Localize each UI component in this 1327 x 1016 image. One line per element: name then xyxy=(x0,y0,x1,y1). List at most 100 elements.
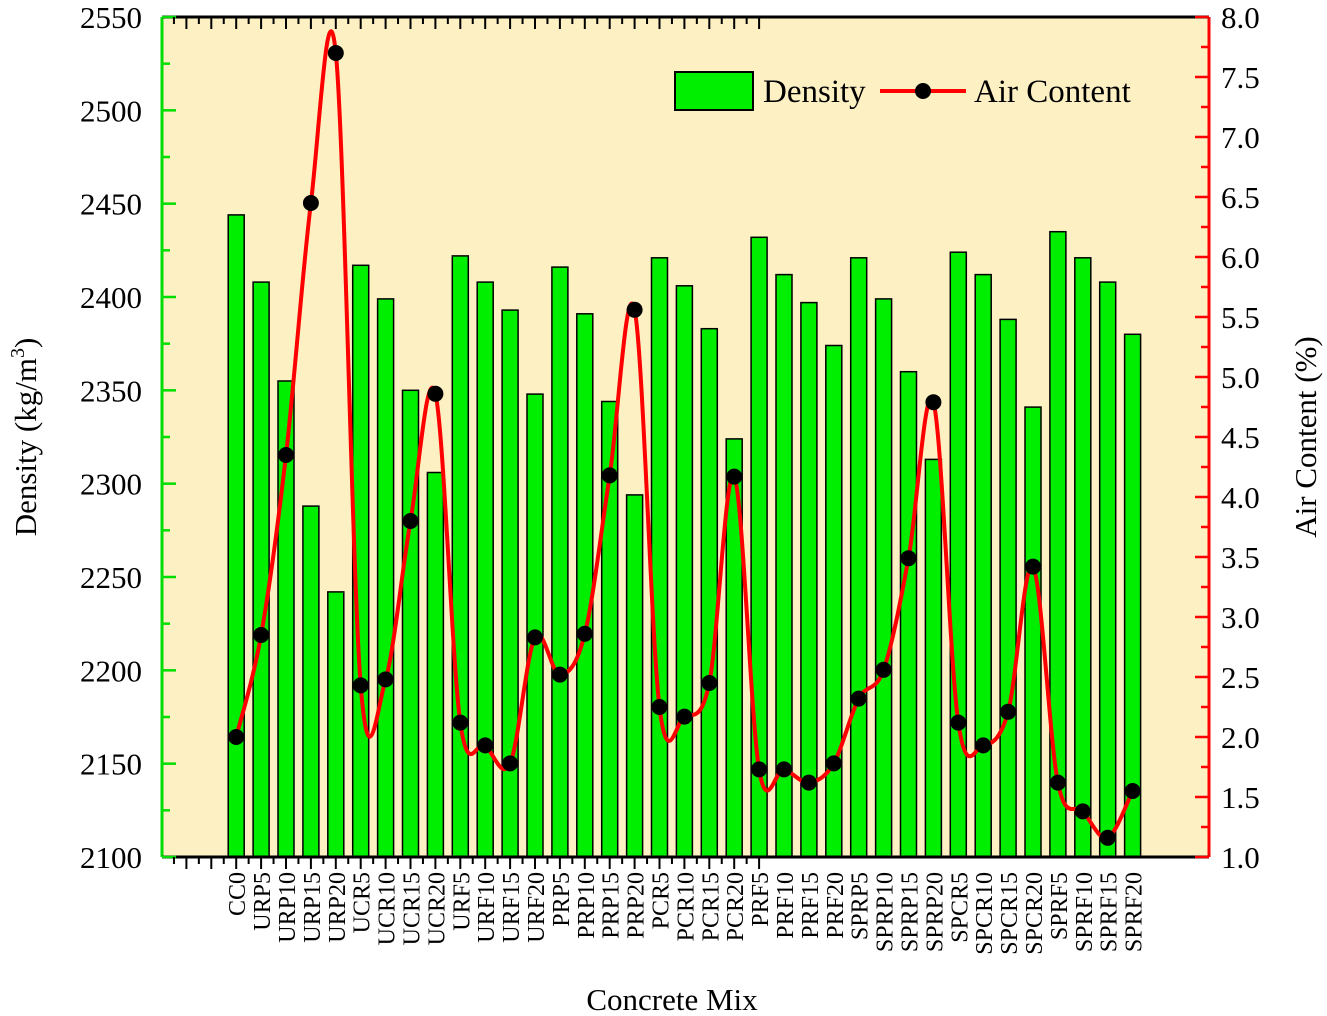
y-tick-label: 2400 xyxy=(80,280,142,315)
y2-tick-label: 7.0 xyxy=(1221,120,1260,155)
density-bar xyxy=(800,301,818,858)
density-bar xyxy=(899,370,918,858)
air-content-point xyxy=(377,671,394,688)
density-bar xyxy=(1098,281,1117,858)
x-tick-label: PRP10 xyxy=(574,872,600,939)
density-bar xyxy=(1123,333,1142,858)
x-tick-label: SPRF10 xyxy=(1072,872,1098,952)
y-tick-label: 2450 xyxy=(80,187,142,222)
y2-tick-label: 5.0 xyxy=(1221,360,1260,395)
y-tick-label: 2100 xyxy=(80,840,142,875)
air-content-point xyxy=(228,729,245,745)
x-tick-label: PCR5 xyxy=(649,872,675,929)
air-content-point xyxy=(726,468,743,485)
air-content-point xyxy=(850,690,867,707)
x-tick-label: PCR15 xyxy=(698,872,724,941)
x-tick-label: UCR10 xyxy=(375,872,401,945)
air-content-point xyxy=(800,774,817,791)
density-bar xyxy=(974,273,992,858)
y2-tick-label: 3.5 xyxy=(1221,540,1260,575)
air-content-point xyxy=(626,301,643,318)
x-tick-label: SPCR15 xyxy=(997,872,1023,955)
x-tick-label: PCR10 xyxy=(673,872,699,941)
legend-air-label: Air Content xyxy=(974,74,1131,110)
x-tick-label: URP20 xyxy=(325,872,351,943)
x-tick-label: SPRF5 xyxy=(1047,872,1073,940)
air-content-point xyxy=(825,755,842,772)
x-tick-label: UCR15 xyxy=(400,872,426,945)
air-content-line xyxy=(228,29,1141,846)
air-content-point xyxy=(601,467,618,484)
density-bar xyxy=(1024,406,1042,858)
air-content-point xyxy=(651,699,668,715)
legend-air-marker xyxy=(915,83,931,99)
air-content-point xyxy=(327,45,344,61)
density-bar xyxy=(476,281,494,858)
air-content-point xyxy=(427,385,444,402)
air-content-point xyxy=(1124,783,1141,799)
air-content-point xyxy=(551,666,568,683)
y-tick-label: 2500 xyxy=(80,93,142,128)
x-tick-label: URF10 xyxy=(474,872,500,943)
density-bar xyxy=(576,313,594,858)
air-content-point xyxy=(875,661,892,678)
air-content-point xyxy=(402,513,419,529)
y2-tick-label: 8.0 xyxy=(1221,0,1260,35)
density-bar xyxy=(526,393,544,858)
x-tick-label: PCR20 xyxy=(723,872,749,941)
x-tick-label: SPCR20 xyxy=(1022,872,1048,955)
x-tick-label: PRP15 xyxy=(599,872,625,939)
x-tick-label: PRF15 xyxy=(798,872,824,939)
x-tick-label: URF15 xyxy=(499,872,525,943)
air-content-point xyxy=(900,550,917,567)
legend: Density Air Content xyxy=(674,71,1131,111)
density-bar xyxy=(949,251,968,858)
density-bar xyxy=(874,298,893,858)
x-tick-label: PRP5 xyxy=(549,872,575,927)
y2-tick-label: 2.0 xyxy=(1221,720,1260,755)
y2-tick-label: 7.5 xyxy=(1221,60,1260,95)
y-tick-label: 2200 xyxy=(80,653,142,688)
x-tick-label: UCR20 xyxy=(424,872,450,945)
y-tick-label: 2250 xyxy=(80,560,142,595)
y2-tick-label: 5.5 xyxy=(1221,300,1260,335)
air-content-point xyxy=(1099,829,1116,846)
x-tick-label: SPRP10 xyxy=(873,872,899,952)
legend-density-swatch xyxy=(674,71,754,111)
density-bar xyxy=(327,591,345,858)
x-tick-label: UCR5 xyxy=(350,872,376,933)
y2-tick-label: 1.5 xyxy=(1221,780,1260,815)
x-tick-label: URP10 xyxy=(275,872,301,943)
x-tick-label: URP15 xyxy=(300,872,326,943)
density-bars xyxy=(227,214,1142,858)
density-bar xyxy=(252,281,270,858)
y2-tick-label: 6.5 xyxy=(1221,180,1260,215)
air-content-point xyxy=(676,708,693,725)
y2-tick-label: 4.5 xyxy=(1221,420,1260,455)
air-content-point xyxy=(751,761,768,778)
air-content-point xyxy=(950,714,967,731)
air-content-point xyxy=(502,755,519,772)
y2-tick-label: 1.0 xyxy=(1221,840,1260,875)
air-content-curve xyxy=(234,29,1135,841)
legend-density-label: Density xyxy=(763,74,866,110)
y2-tick-label: 6.0 xyxy=(1221,240,1260,275)
density-bar xyxy=(675,285,694,858)
y2-tick-label: 4.0 xyxy=(1221,480,1260,515)
x-tick-label: URP5 xyxy=(250,872,276,931)
air-content-point xyxy=(452,714,469,731)
x-tick-label: PRF5 xyxy=(748,872,774,927)
density-bar xyxy=(376,298,395,858)
air-content-point xyxy=(1000,703,1017,720)
air-content-point xyxy=(352,677,369,694)
air-content-point xyxy=(477,737,494,754)
x-tick-label: SPRP20 xyxy=(922,872,948,952)
axes xyxy=(160,15,1211,869)
density-bar xyxy=(551,266,569,858)
y2-tick-label: 3.0 xyxy=(1221,600,1260,635)
x-tick-label: URF20 xyxy=(524,872,550,943)
x-tick-label: SPRF20 xyxy=(1122,872,1148,952)
density-bar xyxy=(999,318,1017,858)
y-axis-title: Density (kg/m3) xyxy=(7,338,43,537)
